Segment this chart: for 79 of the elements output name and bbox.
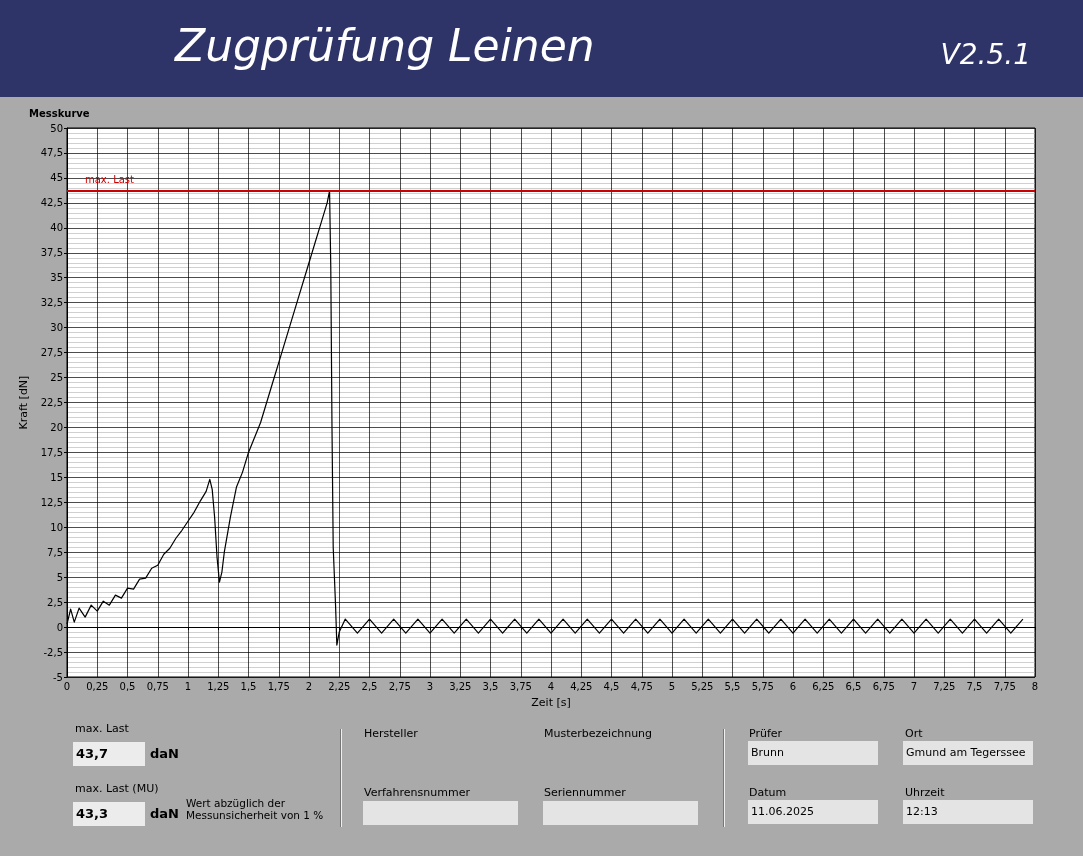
- x-tick-label: 2,5: [361, 680, 378, 692]
- y-tick-label: 47,5: [40, 147, 63, 159]
- x-tick-label: 2: [305, 680, 313, 692]
- text: Zugprüfung Leinen: [175, 20, 595, 71]
- x-tick-label: 4,75: [630, 680, 653, 692]
- y-tick-label: 7,5: [47, 546, 63, 558]
- y-tick-label: 37,5: [40, 247, 63, 259]
- x-tick-label: 5,75: [751, 680, 774, 692]
- x-tick-label: 3: [426, 680, 434, 692]
- text: Prüfer: [749, 727, 783, 740]
- text: Wert abzüglich der Messunsicherheit von 1 %: [186, 797, 325, 821]
- y-tick-label: 2,5: [47, 596, 63, 608]
- text: 43,7: [73, 742, 145, 766]
- text: Hersteller: [364, 727, 418, 740]
- y-tick-label: 12,5: [40, 496, 63, 508]
- text: Uhrzeit: [905, 786, 945, 799]
- x-tick-label: 1: [184, 680, 192, 692]
- x-tick-label: 1,75: [267, 680, 290, 692]
- text: Datum: [749, 786, 787, 799]
- chart-title: Messkurve: [29, 107, 90, 119]
- x-tick-label: 8: [1031, 680, 1039, 692]
- x-tick-label: 6,75: [872, 680, 895, 692]
- x-tick-label: 3,75: [509, 680, 532, 692]
- y-tick-label: 50: [50, 122, 63, 134]
- x-tick-label: 7,25: [933, 680, 956, 692]
- y-tick-label: 45: [50, 172, 63, 184]
- y-tick-label: 0: [56, 621, 63, 633]
- y-tick-label: 15: [50, 471, 63, 483]
- y-tick-label: 20: [50, 421, 63, 433]
- text: max. Last (MU): [75, 782, 159, 795]
- x-tick-label: 1,5: [240, 680, 257, 692]
- x-tick-label: 7,75: [993, 680, 1016, 692]
- y-tick-label: 22,5: [40, 397, 63, 408]
- x-tick-label: 4,5: [603, 680, 620, 692]
- y-tick-label: 40: [50, 222, 63, 234]
- y-tick-label: 30: [50, 322, 63, 334]
- text: daN: [150, 746, 179, 761]
- x-tick-label: 0,75: [146, 680, 169, 692]
- text: max. Last: [75, 722, 129, 735]
- x-tick-label: 2,25: [328, 680, 351, 692]
- x-tick-label: 1,25: [207, 680, 230, 692]
- x-tick-label: 2,75: [388, 680, 411, 692]
- y-tick-label: 10: [50, 521, 63, 533]
- x-tick-label: 0,5: [119, 680, 136, 692]
- y-tick-label: 27,5: [40, 347, 63, 359]
- x-tick-label: 7: [910, 680, 918, 692]
- x-tick-label: 0,25: [86, 680, 109, 692]
- x-tick-label: 5,5: [724, 680, 741, 692]
- x-axis-title: Zeit [s]: [531, 696, 571, 709]
- x-tick-label: 6: [789, 680, 797, 692]
- y-tick-label: 32,5: [40, 297, 63, 309]
- y-tick-label: 42,5: [40, 197, 63, 209]
- text: 12:13: [903, 800, 1033, 824]
- text: 43,3: [73, 802, 145, 826]
- y-tick-label: 25: [50, 372, 63, 384]
- text: Verfahrensnummer: [364, 786, 470, 799]
- text: Gmund am Tegerssee: [903, 741, 1033, 765]
- x-tick-label: 5,25: [691, 680, 714, 692]
- x-tick-label: 3,25: [449, 680, 472, 692]
- y-tick-label: 17,5: [40, 446, 63, 458]
- x-tick-label: 4,25: [570, 680, 593, 692]
- x-tick-label: 7,5: [966, 680, 983, 692]
- text: V2.5.1: [940, 38, 1031, 71]
- text: Seriennummer: [544, 786, 626, 799]
- y-axis-title: Kraft [dN]: [17, 375, 30, 430]
- text: 11.06.2025: [748, 800, 878, 824]
- y-tick-label: 5: [56, 571, 63, 583]
- x-tick-label: 3,5: [482, 680, 499, 692]
- text: Musterbezeichnung: [544, 727, 653, 740]
- x-tick-label: 6,5: [845, 680, 862, 692]
- x-tick-label: 4: [547, 680, 555, 692]
- text: Ort: [905, 727, 923, 740]
- text: daN: [150, 806, 179, 821]
- y-tick-label: -2,5: [43, 646, 63, 658]
- y-tick-label: 35: [50, 272, 63, 284]
- x-tick-label: 5: [668, 680, 676, 692]
- x-tick-label: 6,25: [812, 680, 835, 692]
- y-tick-label: -5: [53, 671, 63, 683]
- text: Brunn: [748, 741, 878, 765]
